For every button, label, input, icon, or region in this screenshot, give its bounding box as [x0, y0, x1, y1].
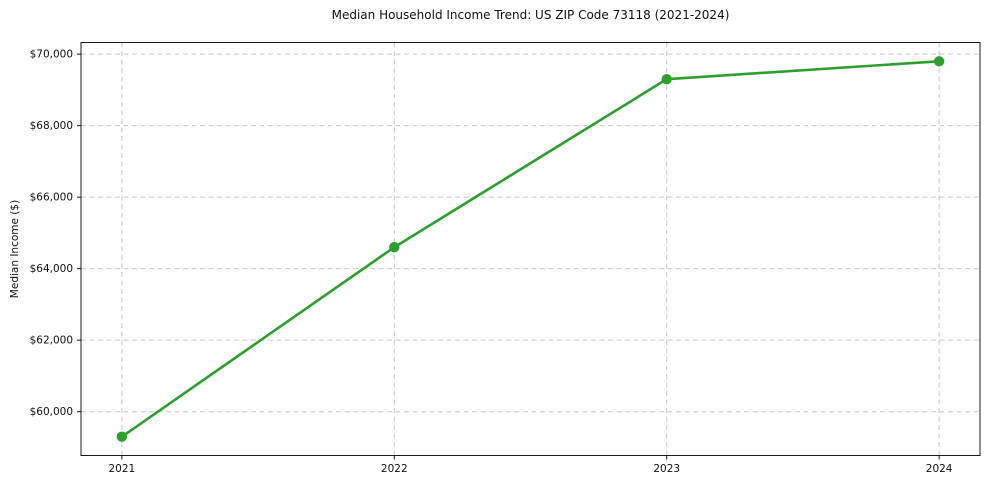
y-tick-label: $64,000 [30, 263, 73, 275]
y-tick-label: $70,000 [30, 49, 73, 61]
y-tick-label: $60,000 [30, 406, 73, 418]
x-tick-label: 2023 [653, 463, 680, 475]
axes-spine-box [80, 42, 981, 456]
data-point [933, 56, 945, 67]
x-tick-label: 2021 [108, 463, 135, 475]
y-tick-label: $66,000 [30, 192, 73, 204]
x-tick-label: 2024 [926, 463, 953, 475]
y-tick-label: $62,000 [30, 335, 73, 347]
data-point [389, 242, 400, 253]
data-point [661, 73, 672, 85]
y-tick-label: $68,000 [30, 120, 73, 132]
chart-title: Median Household Income Trend: US ZIP Co… [331, 8, 730, 22]
data-point [116, 431, 128, 442]
data-line [120, 59, 941, 439]
x-tick-label: 2022 [381, 463, 408, 475]
